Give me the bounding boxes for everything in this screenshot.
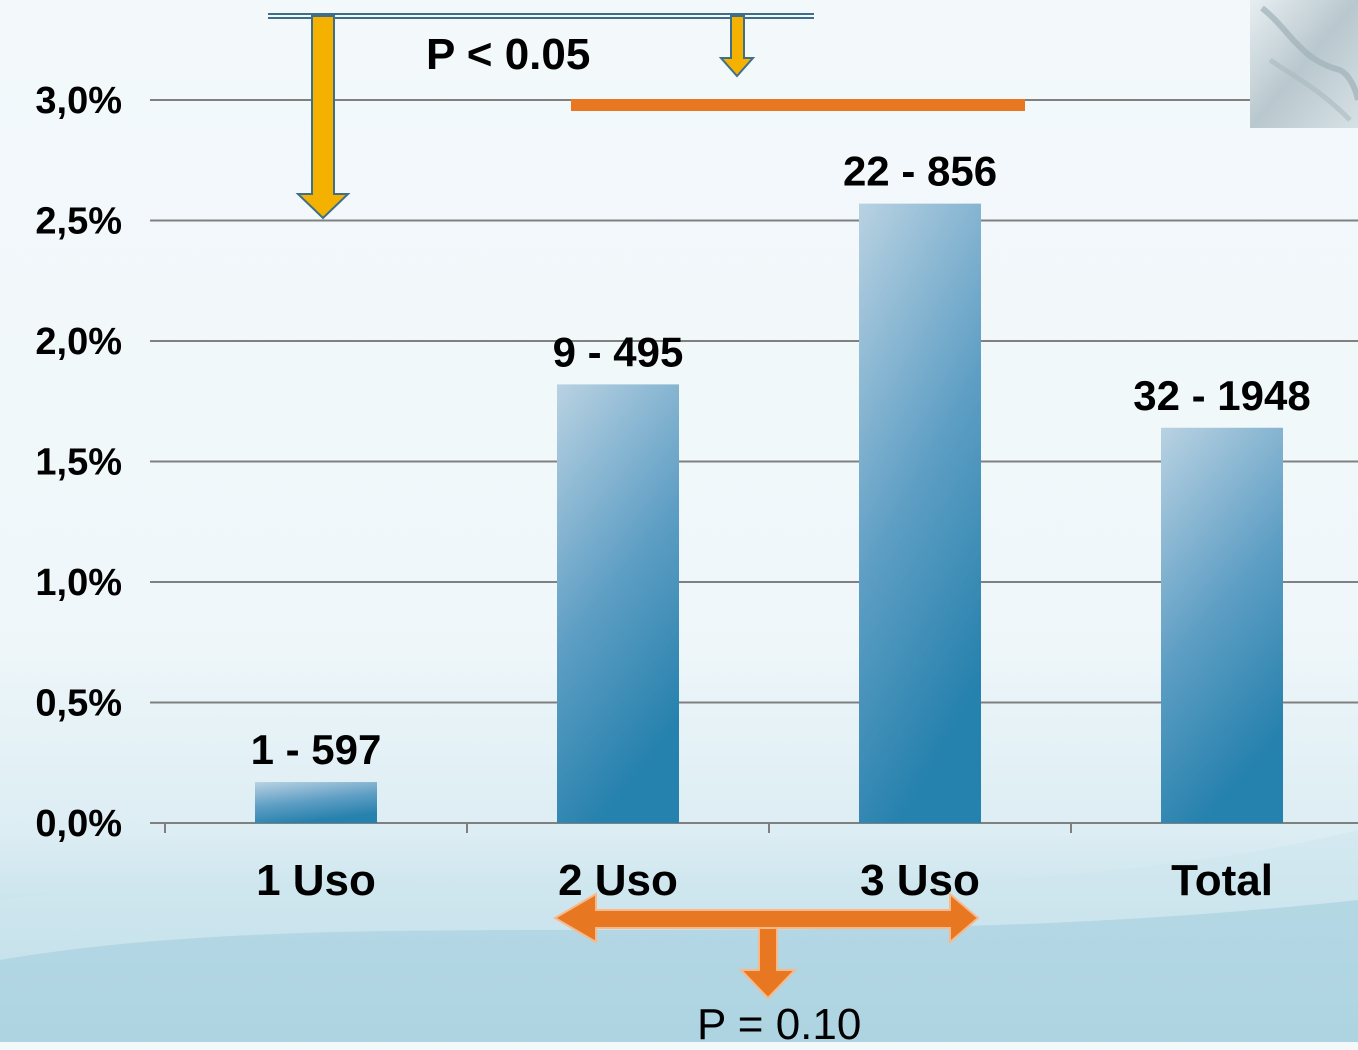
x-axis xyxy=(165,823,1071,833)
yellow-arrow-down-icon xyxy=(298,16,348,218)
significance-bracket-bottom xyxy=(555,894,978,998)
y-tick-label: 1,0% xyxy=(35,562,122,604)
y-tick-label: 3,0% xyxy=(35,80,122,122)
corner-photo xyxy=(1250,0,1358,128)
data-label: 1 - 597 xyxy=(251,726,382,773)
bar xyxy=(255,782,377,823)
x-category-label: 1 Uso xyxy=(256,856,376,905)
bar xyxy=(1161,428,1283,823)
bar xyxy=(557,384,679,823)
x-category-label: 3 Uso xyxy=(860,856,980,905)
orange-bracket-bar xyxy=(571,99,1025,111)
data-label: 22 - 856 xyxy=(843,148,997,195)
y-tick-label: 0,5% xyxy=(35,683,122,725)
x-category-label: 2 Uso xyxy=(558,856,678,905)
data-labels: 1 - 597 9 - 495 22 - 856 32 - 1948 xyxy=(251,148,1311,773)
p-value-significant-label: P < 0.05 xyxy=(426,30,590,80)
bars xyxy=(255,204,1283,823)
yellow-arrow-down-small-icon xyxy=(721,16,753,76)
y-tick-label: 2,0% xyxy=(35,321,122,363)
y-tick-label: 0,0% xyxy=(35,803,122,845)
y-tick-label: 1,5% xyxy=(35,442,122,484)
data-label: 9 - 495 xyxy=(553,328,684,375)
x-category-labels: 1 Uso 2 Uso 3 Uso Total xyxy=(256,856,1273,905)
y-tick-label: 2,5% xyxy=(35,201,122,243)
orange-arrow-down-icon xyxy=(741,928,795,998)
bar xyxy=(859,204,981,823)
p-value-nonsignificant-label: P = 0.10 xyxy=(697,1000,861,1050)
x-category-label: Total xyxy=(1171,856,1273,905)
data-label: 32 - 1948 xyxy=(1133,372,1310,419)
y-tick-labels: 0,0% 0,5% 1,0% 1,5% 2,0% 2,5% 3,0% xyxy=(35,80,122,845)
